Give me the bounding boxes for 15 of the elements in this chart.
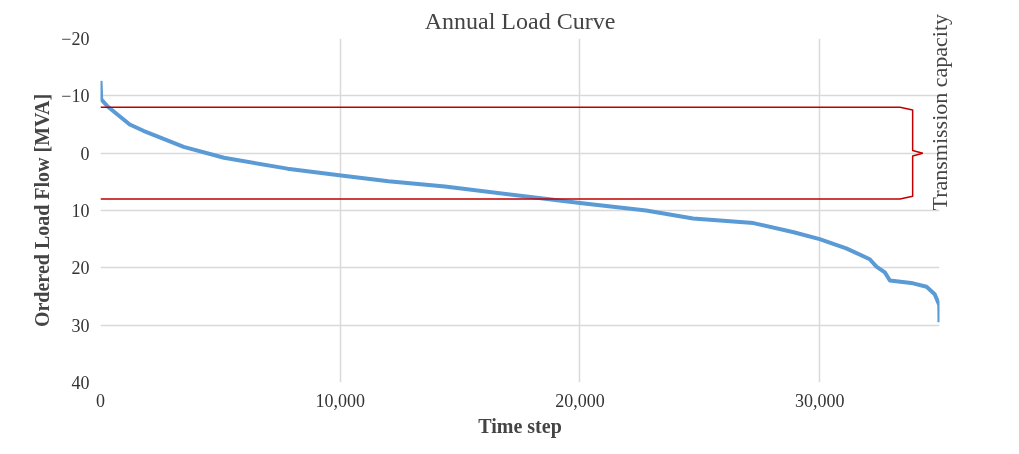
y-tick-label: −10 — [61, 86, 90, 107]
x-tick-label: 30,000 — [794, 390, 845, 411]
x-tick-label: 10,000 — [315, 390, 365, 411]
y-axis-title: Ordered Load Flow [MVA] — [31, 93, 54, 328]
y-tick-label: 30 — [71, 315, 90, 336]
chart-title: Annual Load Curve — [424, 7, 616, 34]
x-tick-label: 20,000 — [555, 390, 605, 411]
y-tick-label: 40 — [71, 373, 90, 393]
y-tick-label: 20 — [71, 258, 90, 279]
y-tick-label: 10 — [71, 201, 90, 221]
y-tick-label: −20 — [61, 29, 90, 49]
y-tick-label: 0 — [80, 143, 90, 164]
x-tick-label: 0 — [96, 390, 105, 411]
annotation: Transmission capacity — [927, 13, 952, 211]
x-axis-title: Time step — [478, 414, 562, 438]
